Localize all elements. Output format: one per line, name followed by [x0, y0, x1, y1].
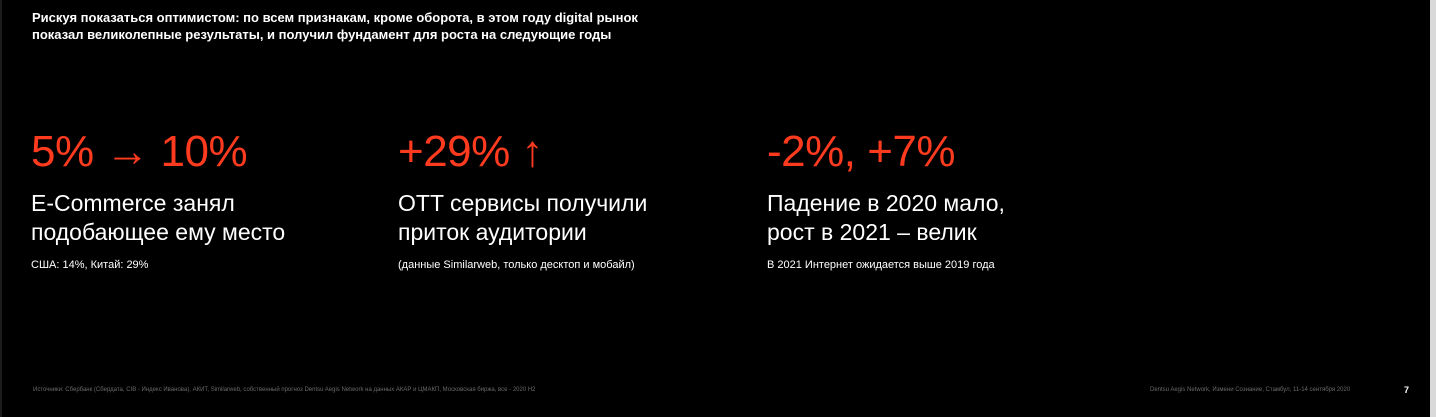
stat-title: OTT сервисы получили приток аудитории: [398, 190, 648, 245]
footer-sources: Источники: Сбербанк (Сбердата, CIB - Инд…: [33, 387, 536, 393]
stat-block-ecommerce: 5% → 10% E-Commerce занял подобающее ему…: [31, 128, 331, 272]
stat-block-internet: -2%, +7% Падение в 2020 мало, рост в 202…: [767, 128, 1067, 272]
slide-intro-text: Рискуя показаться оптимистом: по всем пр…: [32, 10, 638, 42]
stat-value: -2%, +7%: [767, 127, 955, 176]
stat-note: В 2021 Интернет ожидается выше 2019 года: [767, 259, 995, 271]
page-number: 7: [1404, 385, 1410, 395]
footer-event: Dentsu Aegis Network, Измени Сознание, С…: [1150, 387, 1351, 393]
stat-note: США: 14%, Китай: 29%: [31, 259, 149, 271]
stat-value: 5% → 10%: [31, 127, 248, 176]
stat-value: +29% ↑: [398, 127, 543, 176]
stat-title: Падение в 2020 мало, рост в 2021 – велик: [767, 190, 1005, 245]
stat-note: (данные Similarweb, только десктоп и моб…: [398, 259, 635, 271]
stat-block-ott: +29% ↑ OTT сервисы получили приток аудит…: [398, 128, 698, 272]
window-right-edge: [1430, 0, 1436, 417]
stat-title: E-Commerce занял подобающее ему место: [31, 190, 286, 245]
slide-left-edge: [0, 0, 2, 417]
